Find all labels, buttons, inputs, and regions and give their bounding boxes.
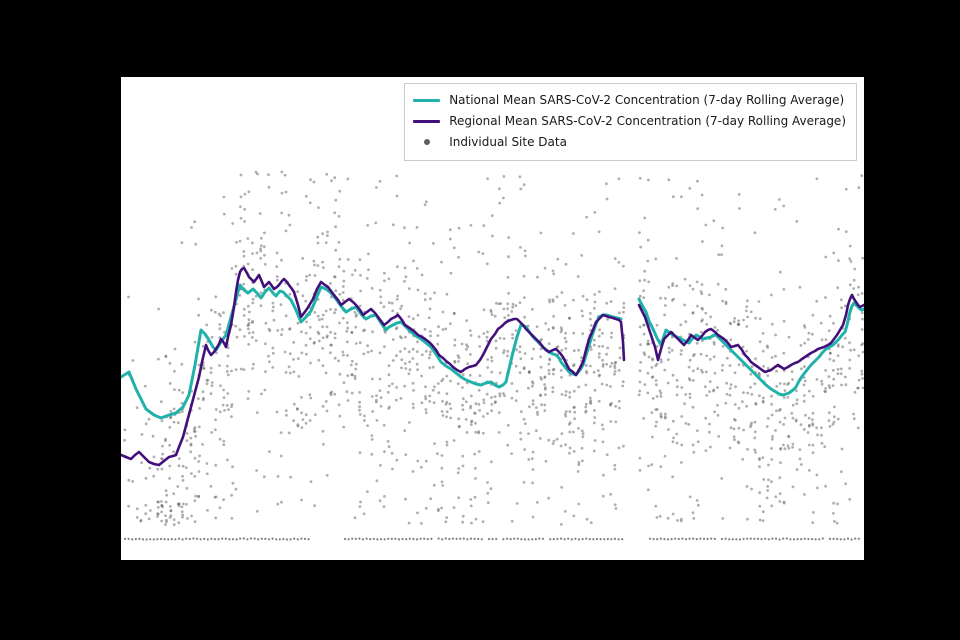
legend-row-regional: Regional Mean SARS-CoV-2 Concentration (… xyxy=(413,111,846,131)
figure: National Mean SARS-CoV-2 Concentration (… xyxy=(121,77,864,560)
legend-label-regional: Regional Mean SARS-CoV-2 Concentration (… xyxy=(449,114,846,128)
legend-label-national: National Mean SARS-CoV-2 Concentration (… xyxy=(449,93,845,107)
legend-row-national: National Mean SARS-CoV-2 Concentration (… xyxy=(413,90,846,110)
legend: National Mean SARS-CoV-2 Concentration (… xyxy=(404,83,857,161)
site-data-dot-swatch-icon xyxy=(413,139,440,145)
legend-row-sites: Individual Site Data xyxy=(413,132,846,152)
national-line-swatch-icon xyxy=(413,98,441,102)
regional-line-swatch-icon xyxy=(413,119,441,123)
legend-label-sites: Individual Site Data xyxy=(449,135,567,149)
chart-canvas xyxy=(121,170,864,541)
